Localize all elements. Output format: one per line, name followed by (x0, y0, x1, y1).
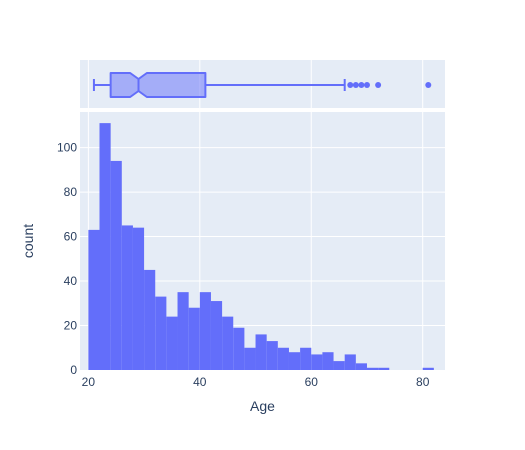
histogram-bar (222, 316, 234, 370)
histogram-bars (88, 123, 434, 370)
histogram-bar (255, 334, 267, 370)
outlier-point (358, 82, 365, 88)
y-tick-label: 0 (70, 363, 77, 377)
histogram-bar (322, 352, 334, 370)
histogram-bar (188, 307, 200, 370)
outlier-point (425, 82, 432, 88)
x-tick-label: 60 (305, 375, 319, 389)
box-plot[interactable] (92, 72, 432, 98)
histogram-bar (177, 292, 189, 370)
histogram-bar (266, 341, 278, 370)
x-tick-label: 20 (82, 375, 96, 389)
histogram-bar (344, 354, 356, 370)
histogram-bar (233, 327, 245, 370)
notched-box (109, 72, 207, 98)
y-tick-label: 80 (64, 185, 78, 199)
histogram-bar (422, 367, 434, 370)
histogram-bar (333, 361, 345, 370)
y-tick-label: 60 (64, 230, 78, 244)
histogram-bar (199, 292, 211, 370)
y-axis-ticks: 0 20 40 60 80 100 (57, 141, 77, 377)
histogram-bar (277, 347, 289, 370)
outlier-point (375, 82, 382, 88)
histogram-bar (366, 367, 379, 370)
x-axis-title: Age (250, 398, 275, 414)
histogram-bar (378, 367, 390, 370)
x-tick-label: 80 (416, 375, 430, 389)
histogram-bar (288, 352, 301, 370)
x-axis-ticks: 20 40 60 80 (82, 375, 430, 389)
y-tick-label: 20 (64, 319, 78, 333)
histogram-bar (210, 301, 223, 370)
outlier-point (347, 82, 354, 88)
outlier-point (363, 82, 370, 88)
histogram-bar (300, 347, 312, 370)
histogram-bar (121, 225, 133, 370)
x-tick-label: 40 (193, 375, 207, 389)
histogram-bar (88, 229, 100, 370)
histogram-bar (144, 269, 156, 370)
histogram-bar (166, 316, 178, 370)
y-tick-label: 40 (64, 274, 78, 288)
histogram-bar (110, 160, 122, 370)
histogram-bar (244, 347, 256, 370)
y-axis-title: count (20, 224, 36, 258)
histogram-bar (355, 363, 367, 370)
outlier-point (352, 82, 359, 88)
histogram-bar (99, 123, 111, 370)
histogram-bar (132, 227, 145, 370)
histogram-bar (311, 354, 323, 370)
y-tick-label: 100 (57, 141, 77, 155)
histogram-bar (155, 296, 167, 370)
